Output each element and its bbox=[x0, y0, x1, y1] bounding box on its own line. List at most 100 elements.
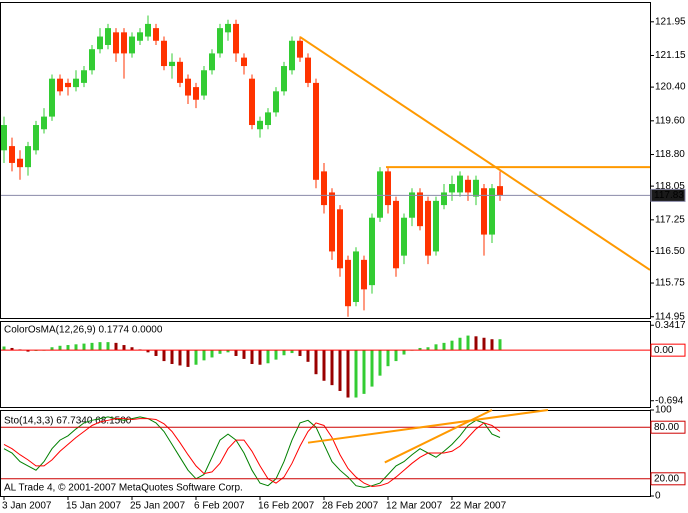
x-tick-label: 12 Mar 2007 bbox=[386, 501, 443, 512]
plot-area bbox=[3, 416, 501, 488]
y-tick-label: 115.75 bbox=[655, 278, 685, 289]
x-tick-label: 25 Jan 2007 bbox=[130, 501, 185, 512]
histogram-bar bbox=[82, 343, 86, 351]
candle-body bbox=[481, 188, 487, 235]
candle-body bbox=[321, 171, 327, 206]
candle-body bbox=[425, 200, 431, 256]
x-tick-label: 3 Jan 2007 bbox=[2, 501, 52, 512]
histogram-bar bbox=[178, 350, 182, 366]
candle-body bbox=[385, 171, 391, 206]
candle-body bbox=[305, 57, 311, 83]
histogram-bar bbox=[298, 350, 302, 356]
candle-body bbox=[137, 32, 143, 41]
histogram-bar bbox=[154, 350, 158, 356]
histogram-bar bbox=[314, 350, 318, 375]
histogram-bar bbox=[66, 345, 70, 351]
histogram-bar bbox=[98, 342, 102, 351]
candle-body bbox=[233, 23, 239, 54]
plot-area bbox=[1, 15, 650, 317]
histogram-bar bbox=[114, 342, 118, 351]
candle-body bbox=[17, 158, 23, 168]
candle-body bbox=[89, 49, 95, 71]
candle-body bbox=[145, 23, 151, 37]
y-tick-label: 119.60 bbox=[655, 115, 685, 126]
candle-body bbox=[153, 28, 159, 41]
y-tick-label: 121.95 bbox=[655, 16, 686, 27]
histogram-bar bbox=[426, 347, 430, 351]
trendline bbox=[384, 409, 493, 464]
histogram-bar bbox=[194, 350, 198, 365]
histogram-bar bbox=[10, 347, 14, 351]
stochastic-line bbox=[3, 418, 501, 488]
candle-body bbox=[177, 61, 183, 83]
y-tick-label: 114.95 bbox=[655, 311, 685, 322]
candle-body bbox=[113, 32, 119, 54]
candle-body bbox=[257, 120, 263, 130]
candle-body bbox=[49, 78, 55, 117]
candle-body bbox=[161, 40, 167, 67]
histogram-bar bbox=[218, 350, 222, 354]
histogram-bar bbox=[330, 350, 334, 386]
histogram-bar bbox=[442, 342, 446, 351]
y-tick-label: 100 bbox=[655, 405, 672, 416]
candle-body bbox=[369, 217, 375, 286]
candle-body bbox=[457, 175, 463, 193]
candle-body bbox=[193, 87, 199, 100]
candle-body bbox=[185, 78, 191, 96]
candle-body bbox=[201, 70, 207, 96]
candle-body bbox=[401, 217, 407, 256]
histogram-bar bbox=[202, 350, 206, 361]
histogram-bar bbox=[490, 339, 494, 351]
candle-body bbox=[497, 186, 503, 196]
candle-body bbox=[281, 66, 287, 92]
trendline bbox=[307, 409, 549, 444]
candle-body bbox=[297, 40, 303, 58]
histogram-bar bbox=[274, 350, 278, 360]
candle-body bbox=[377, 171, 383, 218]
candle-body bbox=[1, 125, 7, 151]
candle-body bbox=[465, 179, 471, 193]
x-tick-label: 28 Feb 2007 bbox=[322, 501, 379, 512]
histogram-bar bbox=[362, 350, 366, 394]
histogram-bar bbox=[434, 344, 438, 351]
copyright-note: AL Trade 4, © 2001-2007 MetaQuotes Softw… bbox=[4, 483, 243, 494]
stochastic-line bbox=[3, 416, 501, 488]
candle-body bbox=[25, 146, 31, 168]
candle-body bbox=[353, 251, 359, 302]
y-tick-label: 116.50 bbox=[655, 246, 685, 257]
candle-body bbox=[289, 40, 295, 71]
x-tick-label: 22 Mar 2007 bbox=[450, 501, 507, 512]
stochastic-panel bbox=[0, 410, 651, 497]
candle-body bbox=[121, 32, 127, 54]
level-label: 0.00 bbox=[654, 345, 674, 356]
histogram-bar bbox=[394, 350, 398, 362]
histogram-bar bbox=[370, 350, 374, 387]
level-label-box bbox=[650, 188, 686, 202]
candle-body bbox=[57, 78, 63, 92]
candle-body bbox=[105, 28, 111, 45]
candle-body bbox=[337, 209, 343, 269]
level-label: 20.00 bbox=[654, 473, 679, 484]
candle-body bbox=[441, 192, 447, 206]
histogram-bar bbox=[210, 350, 214, 358]
y-tick-label: 0 bbox=[655, 491, 661, 502]
histogram-bar bbox=[170, 350, 174, 364]
candle-body bbox=[409, 192, 415, 218]
candle-body bbox=[489, 188, 495, 235]
histogram-bar bbox=[226, 350, 230, 353]
histogram-bar bbox=[186, 350, 190, 367]
stochastic-title: Sto(14,3,3) 67.7340 68.1500 bbox=[4, 416, 132, 427]
histogram-bar bbox=[418, 347, 422, 351]
candle-body bbox=[313, 82, 319, 180]
y-tick-label: 0.3417 bbox=[655, 320, 686, 331]
histogram-bar bbox=[74, 344, 78, 351]
candle-body bbox=[393, 200, 399, 269]
histogram-bar bbox=[258, 350, 262, 365]
x-tick-label: 6 Feb 2007 bbox=[194, 501, 245, 512]
candle-body bbox=[433, 200, 439, 252]
histogram-bar bbox=[242, 350, 246, 359]
histogram-bar bbox=[162, 350, 166, 362]
y-tick-label: 121.15 bbox=[655, 50, 686, 61]
candle-body bbox=[209, 53, 215, 71]
